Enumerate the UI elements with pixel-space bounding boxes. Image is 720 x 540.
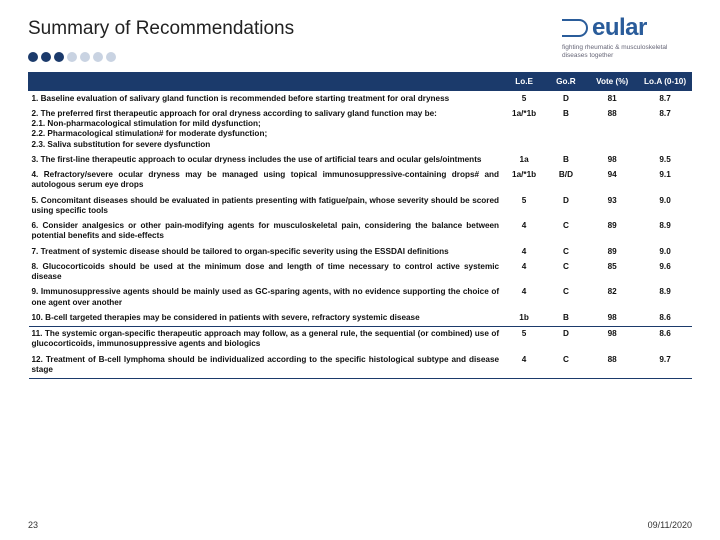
table-row: 9. Immunosuppressive agents should be ma… (29, 285, 692, 311)
cell-loa: 8.9 (639, 285, 692, 311)
logo-tagline: fighting rheumatic & musculoskeletal dis… (562, 44, 692, 60)
cell-loa: 8.7 (639, 106, 692, 152)
cell-loe: 4 (502, 352, 546, 378)
cell-desc: 10. B-cell targeted therapies may be con… (29, 310, 503, 326)
cell-desc: 11. The systemic organ-specific therapeu… (29, 326, 503, 352)
table-row: 6. Consider analgesics or other pain-mod… (29, 219, 692, 245)
cell-gor: C (546, 259, 586, 285)
cell-desc: 12. Treatment of B-cell lymphoma should … (29, 352, 503, 378)
cell-loe: 1a (502, 152, 546, 167)
cell-gor: D (546, 326, 586, 352)
cell-gor: B (546, 152, 586, 167)
cell-gor: D (546, 193, 586, 219)
cell-vote: 98 (586, 326, 639, 352)
cell-desc: 9. Immunosuppressive agents should be ma… (29, 285, 503, 311)
cell-vote: 94 (586, 168, 639, 194)
cell-desc: 3. The first-line therapeutic approach t… (29, 152, 503, 167)
table-row: 4. Refractory/severe ocular dryness may … (29, 168, 692, 194)
cell-gor: B (546, 310, 586, 326)
cell-loe: 1a/*1b (502, 168, 546, 194)
table-row: 5. Concomitant diseases should be evalua… (29, 193, 692, 219)
table-row: 11. The systemic organ-specific therapeu… (29, 326, 692, 352)
cell-gor: C (546, 219, 586, 245)
cell-desc: 6. Consider analgesics or other pain-mod… (29, 219, 503, 245)
footer: 23 09/11/2020 (28, 520, 692, 530)
table-row: 3. The first-line therapeutic approach t… (29, 152, 692, 167)
logo-block: eular fighting rheumatic & musculoskelet… (562, 14, 692, 60)
dot (80, 52, 90, 62)
col-header: Lo.E (502, 73, 546, 91)
cell-desc: 2. The preferred first therapeutic appro… (29, 106, 503, 152)
cell-vote: 93 (586, 193, 639, 219)
cell-loe: 4 (502, 244, 546, 259)
cell-loe: 4 (502, 259, 546, 285)
cell-gor: C (546, 244, 586, 259)
logo: eular (562, 14, 692, 42)
col-header: Lo.A (0-10) (639, 73, 692, 91)
cell-loa: 9.6 (639, 259, 692, 285)
col-header: Go.R (546, 73, 586, 91)
table-row: 12. Treatment of B-cell lymphoma should … (29, 352, 692, 378)
cell-loa: 9.5 (639, 152, 692, 167)
dot (54, 52, 64, 62)
table-row: 8. Glucocorticoids should be used at the… (29, 259, 692, 285)
cell-vote: 82 (586, 285, 639, 311)
cell-loa: 8.9 (639, 219, 692, 245)
cell-gor: B (546, 106, 586, 152)
cell-loa: 8.7 (639, 91, 692, 107)
table-row: 7. Treatment of systemic disease should … (29, 244, 692, 259)
dot (41, 52, 51, 62)
cell-loe: 4 (502, 219, 546, 245)
cell-loa: 9.0 (639, 193, 692, 219)
recommendations-table: Lo.EGo.RVote (%)Lo.A (0-10) 1. Baseline … (28, 72, 692, 379)
col-desc (29, 73, 503, 91)
table-header-row: Lo.EGo.RVote (%)Lo.A (0-10) (29, 73, 692, 91)
cell-vote: 89 (586, 244, 639, 259)
cell-desc: 1. Baseline evaluation of salivary gland… (29, 91, 503, 107)
cell-desc: 5. Concomitant diseases should be evalua… (29, 193, 503, 219)
cell-vote: 98 (586, 152, 639, 167)
hand-icon (562, 19, 588, 37)
cell-loa: 9.7 (639, 352, 692, 378)
table-body: 1. Baseline evaluation of salivary gland… (29, 91, 692, 379)
table-row: 2. The preferred first therapeutic appro… (29, 106, 692, 152)
cell-vote: 88 (586, 106, 639, 152)
cell-loe: 4 (502, 285, 546, 311)
cell-loa: 8.6 (639, 310, 692, 326)
cell-vote: 98 (586, 310, 639, 326)
footer-date: 09/11/2020 (648, 520, 692, 530)
table-row: 1. Baseline evaluation of salivary gland… (29, 91, 692, 107)
cell-loe: 5 (502, 193, 546, 219)
cell-gor: C (546, 285, 586, 311)
col-header: Vote (%) (586, 73, 639, 91)
cell-loa: 8.6 (639, 326, 692, 352)
table-row: 10. B-cell targeted therapies may be con… (29, 310, 692, 326)
cell-desc: 7. Treatment of systemic disease should … (29, 244, 503, 259)
cell-loa: 9.0 (639, 244, 692, 259)
dot (28, 52, 38, 62)
page-number: 23 (28, 520, 38, 530)
dot (106, 52, 116, 62)
dot (67, 52, 77, 62)
cell-loe: 1a/*1b (502, 106, 546, 152)
cell-loa: 9.1 (639, 168, 692, 194)
cell-loe: 1b (502, 310, 546, 326)
cell-vote: 85 (586, 259, 639, 285)
dot (93, 52, 103, 62)
cell-gor: C (546, 352, 586, 378)
cell-vote: 88 (586, 352, 639, 378)
cell-gor: B/D (546, 168, 586, 194)
cell-loe: 5 (502, 91, 546, 107)
logo-text: eular (592, 14, 647, 42)
cell-vote: 81 (586, 91, 639, 107)
cell-loe: 5 (502, 326, 546, 352)
cell-desc: 4. Refractory/severe ocular dryness may … (29, 168, 503, 194)
cell-desc: 8. Glucocorticoids should be used at the… (29, 259, 503, 285)
cell-vote: 89 (586, 219, 639, 245)
cell-gor: D (546, 91, 586, 107)
